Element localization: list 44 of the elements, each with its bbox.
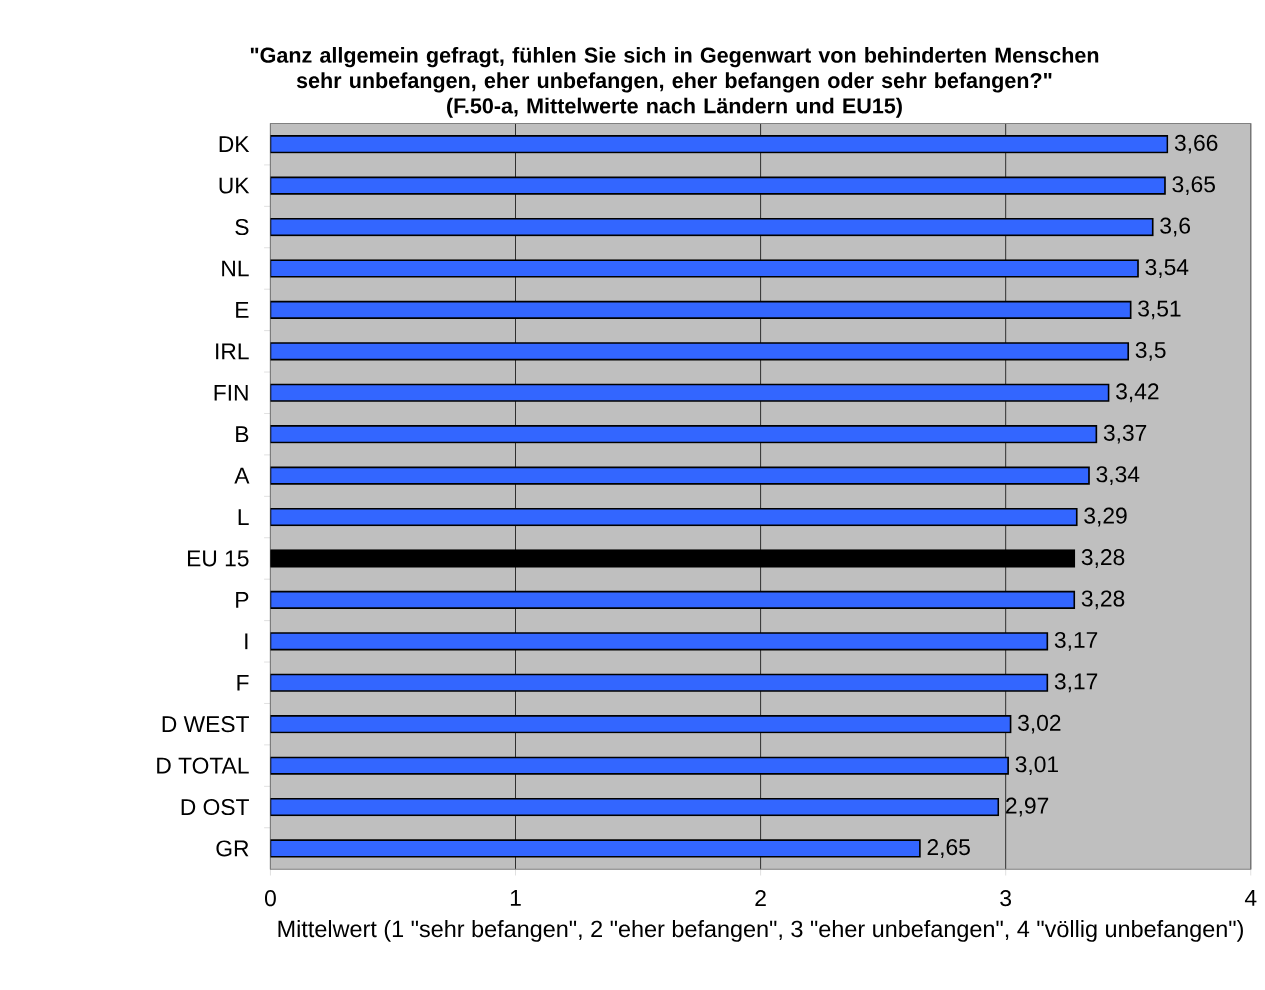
y-tick-label: GR [216, 840, 249, 857]
y-tick-label: UK [219, 177, 250, 194]
data-label: 3,29 [1084, 507, 1127, 527]
y-tick-label: NL [222, 260, 249, 277]
data-label: 2,65 [927, 839, 970, 858]
y-tick-label: IRL [216, 343, 249, 360]
x-tick-label: 3 [1000, 890, 1012, 907]
data-label: 3,37 [1103, 424, 1147, 444]
y-tick-label: FIN [214, 385, 248, 401]
y-tick-label: L [238, 509, 249, 525]
data-label: 3,6 [1160, 217, 1190, 237]
x-tick-label: 4 [1244, 890, 1257, 906]
data-label: 3,65 [1172, 176, 1215, 196]
y-tick-label: D WEST [162, 716, 249, 733]
data-label: 2,97 [1006, 797, 1049, 817]
x-tick-label: 1 [510, 890, 521, 906]
y-tick-label: B [236, 426, 249, 443]
data-label: 3,28 [1081, 590, 1125, 610]
y-tick-label: I [245, 633, 248, 650]
y-tick-label: DK [219, 136, 250, 153]
y-tick-label: D OST [181, 799, 249, 816]
data-label: 3,66 [1174, 134, 1218, 154]
data-label: 3,01 [1015, 756, 1058, 776]
data-label: 3,54 [1145, 259, 1189, 278]
chart-title: "Ganz allgemein gefragt, fühlen Sie sich in Gegenwart von behinderten Menschen sehr unbefangen, eher unbefangen, eher befangen oder sehr befangen?" [250, 47, 1099, 93]
x-axis-title: Mittelwert (1 "sehr befangen", 2 "eher befangen", 3 "eher unbefangen", 4 "völlig unbefangen") [278, 920, 1243, 942]
x-tick-label: 0 [264, 890, 276, 907]
y-tick-label: F [237, 674, 249, 691]
data-label: 3,34 [1096, 466, 1140, 486]
y-tick-label: EU 15 [187, 550, 249, 567]
data-label: 3,51 [1138, 300, 1181, 320]
data-label: 3,5 [1135, 341, 1166, 361]
x-tick-label: 2 [755, 890, 766, 907]
y-tick-label: S [235, 219, 249, 236]
data-label: 3,42 [1116, 383, 1159, 403]
y-tick-label: E [236, 302, 249, 318]
data-label: 3,17 [1054, 631, 1098, 651]
data-label: 3,02 [1018, 714, 1061, 734]
y-tick-label: D TOTAL [157, 757, 249, 774]
y-tick-label: A [234, 467, 250, 484]
data-label: 3,28 [1081, 549, 1125, 568]
data-label: 3,17 [1054, 673, 1098, 693]
chart-subtitle: (F.50-a, Mittelwerte nach Ländern und EU15) [447, 97, 902, 118]
y-tick-label: P [236, 592, 249, 608]
